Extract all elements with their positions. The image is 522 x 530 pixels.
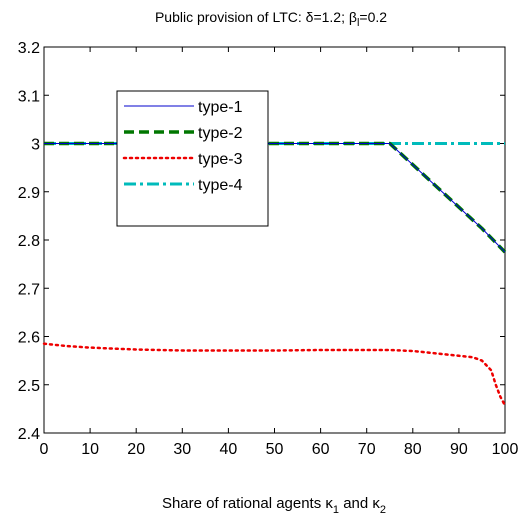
y-tick-label: 2.8	[18, 233, 40, 250]
x-axis: 0 10 20 30 40 50 60 70 80 90 100	[40, 47, 519, 458]
series-line-type-2	[44, 141, 507, 254]
x-tick-label: 20	[127, 441, 145, 458]
legend: type-1 type-2 type-3 type-4	[116, 90, 269, 227]
legend-label-type-2: type-2	[198, 125, 243, 142]
x-tick-label: 80	[404, 441, 422, 458]
y-tick-label: 3.2	[18, 40, 40, 57]
x-tick-label: 60	[312, 441, 330, 458]
x-tick-label: 10	[81, 441, 99, 458]
x-tick-label: 70	[358, 441, 376, 458]
y-tick-label: 2.5	[18, 378, 40, 395]
x-tick-label: 30	[173, 441, 191, 458]
x-tick-label: 50	[266, 441, 284, 458]
legend-label-type-4: type-4	[198, 177, 243, 194]
legend-label-type-1: type-1	[198, 99, 243, 116]
x-tick-label: 0	[40, 441, 49, 458]
series-line-type-3	[42, 342, 507, 407]
x-tick-label: 100	[492, 441, 519, 458]
plot-frame	[43, 46, 506, 434]
x-tick-label: 40	[220, 441, 238, 458]
series-layer	[42, 141, 507, 407]
y-tick-label: 2.7	[18, 281, 40, 298]
x-tick-label: 90	[450, 441, 468, 458]
chart-title: Public provision of LTC: δ=1.2; βl=0.2	[155, 9, 387, 29]
legend-label-type-3: type-3	[198, 151, 243, 168]
y-tick-label: 2.4	[18, 426, 40, 443]
y-tick-label: 2.6	[18, 330, 40, 347]
x-axis-label: Share of rational agents κ1 and κ2	[162, 495, 386, 516]
series-line-type-1	[44, 143, 506, 253]
y-tick-label: 3	[31, 137, 40, 154]
y-tick-label: 3.1	[18, 88, 40, 105]
y-tick-label: 2.9	[18, 185, 40, 202]
